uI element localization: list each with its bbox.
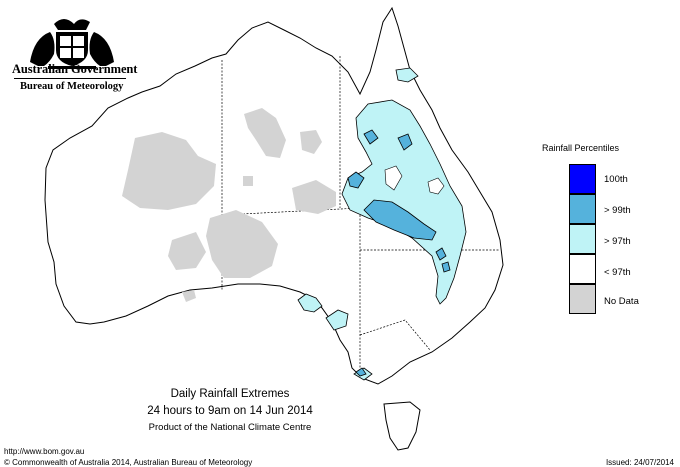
- website-link[interactable]: http://www.bom.gov.au: [4, 447, 85, 456]
- legend-label-97th: > 97th: [604, 236, 631, 247]
- no-data-regions: [122, 108, 336, 302]
- bureau-name: Bureau of Meteorology: [20, 81, 124, 92]
- map-period: 24 hours to 9am on 14 Jun 2014: [147, 405, 313, 417]
- map-producer: Product of the National Climate Centre: [148, 422, 312, 433]
- tasmania: [383, 401, 421, 451]
- legend-label-100th: 100th: [604, 174, 628, 185]
- legend-label-below-97th: < 97th: [604, 267, 631, 278]
- above-99th-regions: [347, 129, 451, 377]
- copyright-notice: © Commonwealth of Australia 2014, Austra…: [4, 458, 253, 467]
- government-name: Australian Government: [12, 62, 138, 76]
- map-title: Daily Rainfall Extremes: [170, 388, 290, 400]
- below-97th-gaps: [384, 165, 445, 195]
- legend-label-no-data: No Data: [604, 296, 639, 307]
- legend-swatch-below-97th: [569, 254, 596, 284]
- legend-label-99th: > 99th: [604, 205, 631, 216]
- legend-swatch-99th: [569, 194, 596, 224]
- header-divider: [14, 78, 126, 79]
- coat-of-arms-emblem: [30, 19, 114, 69]
- legend-title: Rainfall Percentiles: [542, 143, 620, 153]
- legend-swatch-100th: [569, 164, 596, 194]
- legend-swatch-no-data: [569, 284, 596, 314]
- issued-date: Issued: 24/07/2014: [605, 458, 674, 467]
- legend-swatch-97th: [569, 224, 596, 254]
- state-borders: [221, 56, 500, 376]
